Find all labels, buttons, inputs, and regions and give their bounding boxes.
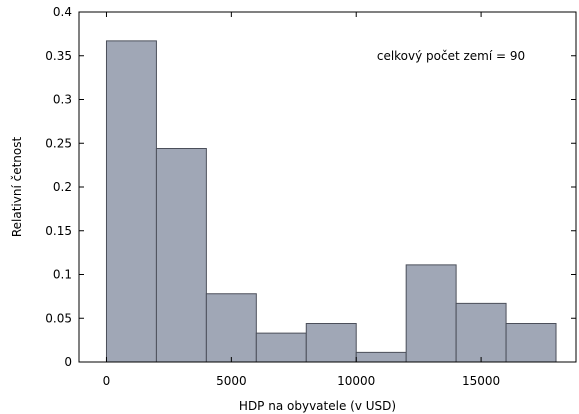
histogram-bar [505,323,557,363]
x-tick-label: 15000 [462,374,500,388]
y-tick-label: 0.15 [45,224,72,238]
histogram-bar [305,323,357,363]
bars-group [105,40,557,363]
y-axis-label: Relativní četnost [10,137,24,238]
y-tick-label: 0.4 [53,5,72,19]
x-tick-label: 10000 [337,374,375,388]
histogram-bar [455,302,507,363]
x-tick-label: 0 [103,374,111,388]
y-tick-label: 0.2 [53,180,72,194]
y-tick-label: 0.05 [45,311,72,325]
histogram-bar [105,40,157,363]
histogram-bar [205,293,257,363]
histogram-bar [355,351,407,363]
x-axis-label: HDP na obyvatele (v USD) [239,399,396,413]
histogram-bar [255,332,307,363]
histogram-bar [405,264,457,363]
y-tick-label: 0.3 [53,93,72,107]
x-tick-label: 5000 [216,374,247,388]
y-tick-label: 0 [64,355,72,369]
annotation-text: celkový počet zemí = 90 [377,49,525,63]
histogram-bar [155,148,207,363]
y-tick-label: 0.1 [53,268,72,282]
ticks-group: 0 0.05 0.1 0.15 0.2 0.25 0.3 0.35 0.4 0 5000 10000 1… [45,5,576,388]
y-tick-label: 0.35 [45,49,72,63]
y-tick-label: 0.25 [45,136,72,150]
